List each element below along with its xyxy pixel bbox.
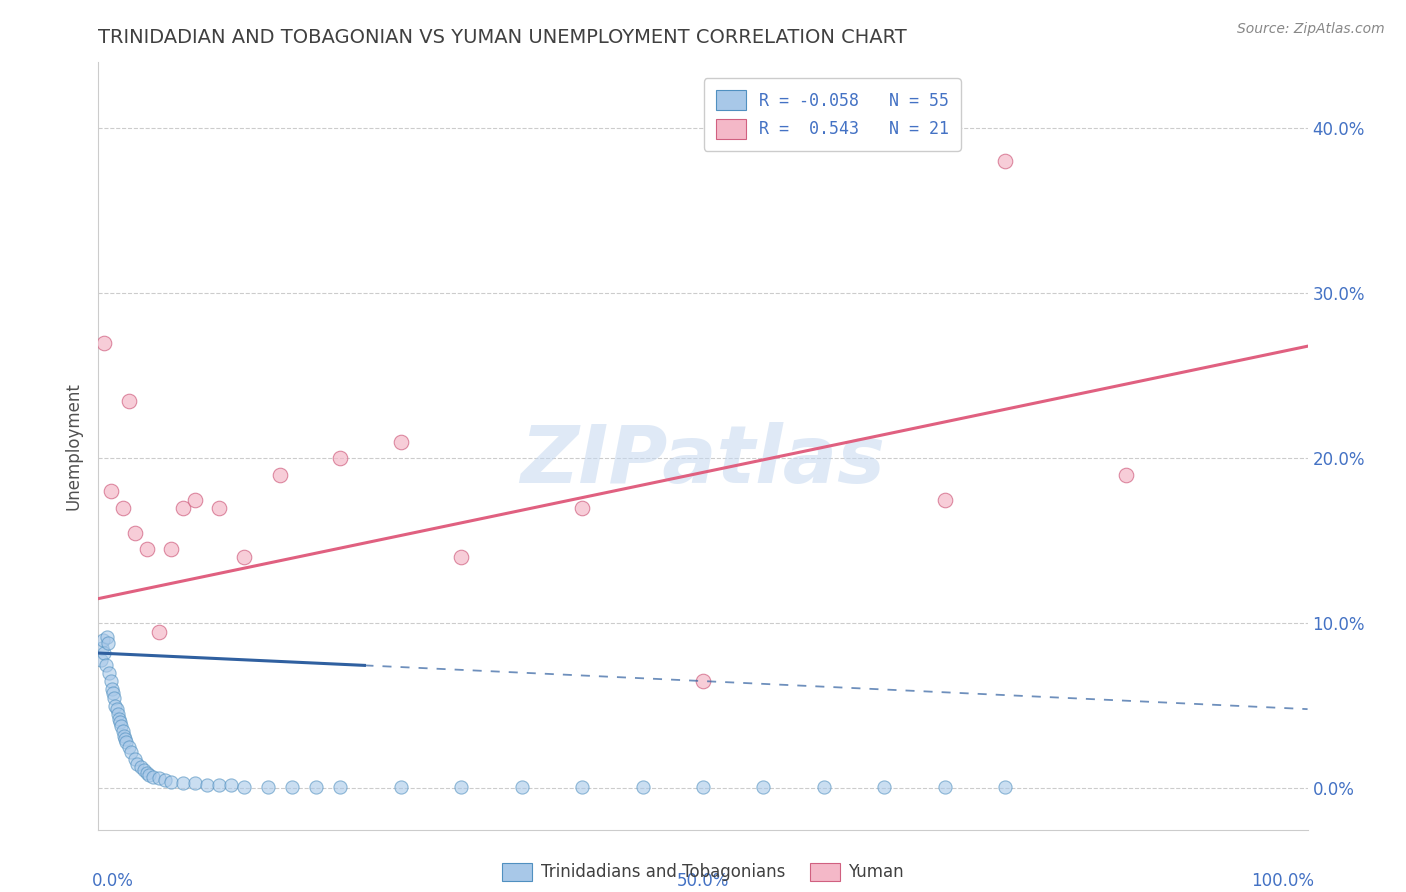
Point <box>631 780 654 794</box>
Point <box>93 646 115 660</box>
Point <box>107 707 129 722</box>
Point <box>96 630 118 644</box>
Point <box>110 718 132 732</box>
Point <box>450 780 472 794</box>
Point <box>148 624 170 639</box>
Point <box>90 653 112 667</box>
Point <box>221 778 243 792</box>
Point <box>232 780 254 794</box>
Point <box>138 768 160 782</box>
Point <box>135 542 157 557</box>
Point <box>450 550 472 565</box>
Point <box>124 525 146 540</box>
Point <box>571 500 593 515</box>
Point <box>813 780 835 794</box>
Point <box>692 674 714 689</box>
Point <box>232 550 254 565</box>
Point <box>100 484 122 499</box>
Point <box>281 780 304 794</box>
Point <box>256 780 278 794</box>
Point <box>103 690 125 705</box>
Point <box>873 780 896 794</box>
Point <box>111 500 134 515</box>
Point <box>94 657 117 672</box>
Point <box>329 451 352 466</box>
Point <box>160 774 183 789</box>
Point <box>934 780 956 794</box>
Text: 0.0%: 0.0% <box>93 871 134 889</box>
Point <box>269 467 291 482</box>
Point <box>120 745 142 759</box>
Point <box>571 780 593 794</box>
Point <box>692 780 714 794</box>
Legend: Trinidadians and Tobagonians, Yuman: Trinidadians and Tobagonians, Yuman <box>495 856 911 888</box>
Text: 100.0%: 100.0% <box>1250 871 1313 889</box>
Point <box>105 702 128 716</box>
Point <box>195 778 218 792</box>
Point <box>142 770 165 784</box>
Point <box>752 780 775 794</box>
Point <box>91 641 114 656</box>
Point <box>108 712 131 726</box>
Point <box>160 542 183 557</box>
Point <box>98 665 121 680</box>
Point <box>124 751 146 765</box>
Point <box>118 393 141 408</box>
Point <box>93 335 115 350</box>
Point <box>208 778 231 792</box>
Point <box>994 780 1017 794</box>
Point <box>172 776 194 790</box>
Point <box>91 632 114 647</box>
Point <box>172 500 194 515</box>
Point <box>184 492 207 507</box>
Point <box>115 735 138 749</box>
Point <box>111 723 134 738</box>
Point <box>329 780 352 794</box>
Point <box>305 780 328 794</box>
Point <box>104 698 127 713</box>
Y-axis label: Unemployment: Unemployment <box>65 382 83 510</box>
Legend: R = -0.058   N = 55, R =  0.543   N = 21: R = -0.058 N = 55, R = 0.543 N = 21 <box>704 78 960 151</box>
Text: ZIPatlas: ZIPatlas <box>520 422 886 500</box>
Point <box>108 715 131 730</box>
Point <box>97 636 120 650</box>
Point <box>127 756 149 771</box>
Point <box>135 766 157 780</box>
Point <box>101 685 124 699</box>
Point <box>112 729 135 743</box>
Point <box>118 740 141 755</box>
Point <box>148 772 170 786</box>
Point <box>994 154 1017 169</box>
Point <box>134 763 156 777</box>
Point <box>1115 467 1137 482</box>
Point <box>389 780 412 794</box>
Text: 50.0%: 50.0% <box>676 871 730 889</box>
Point <box>184 776 207 790</box>
Point <box>208 500 231 515</box>
Point <box>510 780 533 794</box>
Point <box>389 434 412 449</box>
Text: TRINIDADIAN AND TOBAGONIAN VS YUMAN UNEMPLOYMENT CORRELATION CHART: TRINIDADIAN AND TOBAGONIAN VS YUMAN UNEM… <box>98 28 907 47</box>
Point <box>114 731 136 746</box>
Text: Source: ZipAtlas.com: Source: ZipAtlas.com <box>1237 22 1385 37</box>
Point <box>153 773 176 788</box>
Point <box>100 682 122 697</box>
Point <box>934 492 956 507</box>
Point <box>100 674 122 689</box>
Point <box>129 760 152 774</box>
